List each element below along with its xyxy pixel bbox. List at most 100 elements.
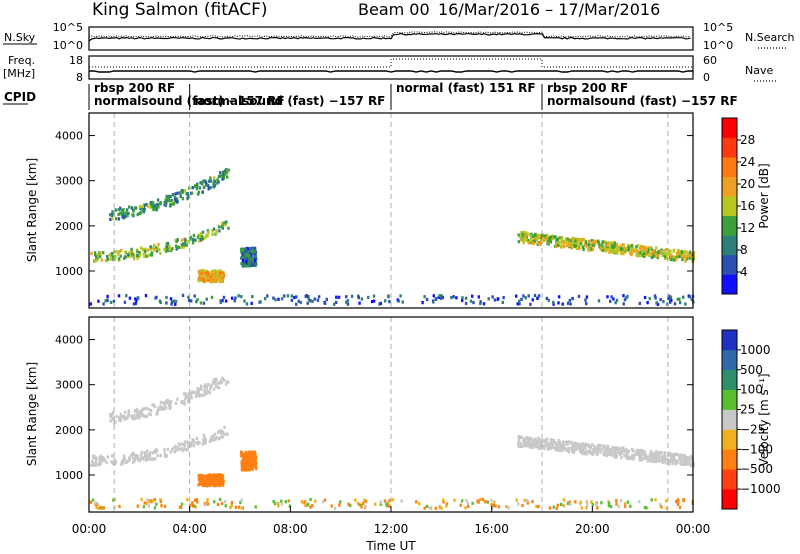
- heatmap-cell: [322, 500, 325, 504]
- heatmap-cell: [306, 301, 309, 305]
- heatmap-cell: [208, 473, 212, 477]
- heatmap-cell: [117, 217, 121, 221]
- heatmap-cell: [675, 257, 678, 261]
- heatmap-cell: [110, 460, 113, 464]
- heatmap-cell: [208, 276, 211, 280]
- heatmap-cell: [247, 250, 250, 254]
- heatmap-cell: [565, 240, 568, 244]
- heatmap-cell: [169, 450, 172, 454]
- heatmap-cell: [140, 246, 143, 250]
- nsearch-bottom-tick: 10^0: [703, 39, 733, 52]
- heatmap-cell: [565, 442, 569, 446]
- heatmap-cell: [247, 254, 251, 258]
- heatmap-cell: [555, 506, 558, 510]
- heatmap-cell: [152, 201, 155, 205]
- heatmap-cell: [423, 295, 426, 299]
- heatmap-cell: [670, 258, 673, 262]
- heatmap-cell: [155, 249, 159, 253]
- heatmap-cell: [187, 395, 190, 399]
- heatmap-cell: [690, 462, 694, 466]
- heatmap-cell: [188, 298, 191, 302]
- heatmap-cell: [122, 213, 125, 217]
- heatmap-cell: [657, 457, 661, 461]
- heatmap-cell: [167, 194, 170, 198]
- heatmap-cell: [119, 412, 123, 416]
- heatmap-cell: [128, 205, 131, 209]
- heatmap-cell: [673, 453, 676, 457]
- heatmap-cell: [668, 294, 671, 298]
- heatmap-cell: [142, 252, 146, 256]
- colorbar-swatch: [722, 489, 737, 510]
- cpid-segment-label: normal (fast) 151 RF: [396, 81, 536, 95]
- heatmap-cell: [204, 483, 208, 487]
- heatmap-cell: [613, 241, 616, 245]
- heatmap-cell: [574, 447, 578, 452]
- heatmap-cell: [545, 296, 549, 300]
- heatmap-cell: [374, 502, 377, 506]
- heatmap-cell: [204, 437, 207, 441]
- heatmap-cell: [632, 449, 635, 453]
- heatmap-cell: [184, 440, 187, 444]
- heatmap-cell: [120, 462, 123, 466]
- heatmap-cell: [209, 384, 212, 388]
- heatmap-cell: [212, 182, 215, 186]
- heatmap-cell: [227, 226, 230, 230]
- heatmap-cell: [245, 468, 248, 472]
- heatmap-cell: [617, 447, 621, 451]
- heatmap-cell: [559, 443, 562, 447]
- heatmap-cell: [561, 240, 564, 244]
- heatmap-cell: [685, 250, 688, 254]
- freq-trace: [89, 70, 693, 73]
- heatmap-cell: [123, 454, 126, 458]
- heatmap-cell: [558, 236, 562, 240]
- heatmap-cell: [177, 442, 181, 446]
- heatmap-cell: [578, 246, 581, 250]
- noise-panel: N.Sky 10^5 10^0 10^5 10^0 N.Search: [3, 21, 795, 52]
- heatmap-cell: [583, 242, 587, 246]
- heatmap-cell: [535, 504, 538, 508]
- heatmap-cell: [123, 414, 126, 418]
- colorbar-swatch: [722, 369, 737, 390]
- heatmap-cell: [195, 498, 199, 502]
- heatmap-cell: [649, 245, 652, 250]
- heatmap-cell: [646, 250, 650, 254]
- heatmap-cell: [606, 241, 610, 246]
- heatmap-cell: [575, 442, 578, 446]
- heatmap-cell: [536, 241, 539, 245]
- heatmap-cell: [182, 245, 186, 249]
- heatmap-cell: [95, 255, 98, 259]
- heatmap-cell: [174, 302, 177, 306]
- heatmap-cell: [667, 296, 670, 300]
- heatmap-cell: [136, 454, 139, 458]
- heatmap-cell: [161, 407, 164, 411]
- heatmap-cell: [274, 298, 277, 302]
- heatmap-cell: [487, 297, 490, 301]
- heatmap-cell: [606, 447, 609, 451]
- heatmap-cell: [627, 248, 630, 252]
- heatmap-cell: [477, 295, 480, 299]
- heatmap-cell: [90, 251, 93, 255]
- heatmap-cell: [213, 478, 216, 482]
- heatmap-cell: [254, 262, 258, 266]
- heatmap-cell: [216, 275, 219, 279]
- heatmap-cell: [180, 502, 184, 506]
- heatmap-cell: [680, 456, 683, 461]
- heatmap-cell: [211, 229, 214, 233]
- heatmap-cell: [144, 294, 148, 298]
- heatmap-cell: [520, 297, 523, 301]
- heatmap-cell: [118, 415, 121, 420]
- heatmap-cell: [597, 299, 601, 303]
- heatmap-cell: [472, 301, 475, 305]
- heatmap-cell: [537, 505, 540, 509]
- heatmap-cell: [555, 242, 559, 246]
- heatmap-cell: [558, 240, 561, 245]
- heatmap-cell: [213, 380, 217, 384]
- heatmap-cell: [199, 301, 203, 305]
- heatmap-cell: [493, 500, 496, 504]
- heatmap-cell: [524, 234, 527, 238]
- heatmap-cell: [517, 441, 520, 445]
- heatmap-cell: [655, 301, 658, 305]
- heatmap-cell: [94, 501, 97, 505]
- heatmap-cell: [216, 181, 219, 185]
- heatmap-cell: [573, 442, 576, 446]
